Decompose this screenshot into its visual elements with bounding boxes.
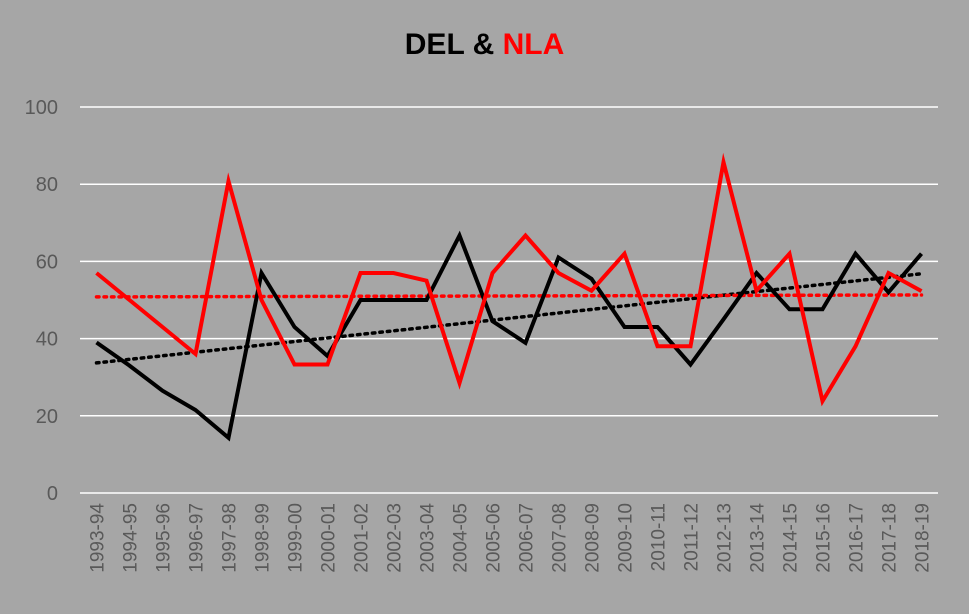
x-tick-label: 2009-10 <box>616 503 637 573</box>
trendlines <box>94 272 924 365</box>
nla-trendline <box>94 293 924 299</box>
y-tick-label: 20 <box>36 406 58 428</box>
x-tick-label: 1995-96 <box>154 503 175 573</box>
x-axis-ticks: 1993-94 1994-95 1995-96 1996-97 1997-98 1998-… <box>88 503 934 573</box>
chart-title-nla: NLA <box>502 28 565 61</box>
y-tick-label: 60 <box>36 251 58 273</box>
x-tick-label: 2004-05 <box>451 503 472 573</box>
x-tick-label: 1996-97 <box>187 503 208 573</box>
x-tick-label: 1993-94 <box>88 503 109 573</box>
x-tick-label: 2005-06 <box>484 503 505 573</box>
y-tick-label: 80 <box>36 174 58 196</box>
x-tick-label: 2013-14 <box>748 503 769 573</box>
x-tick-label: 1998-99 <box>253 503 274 573</box>
x-tick-label: 2001-02 <box>352 503 373 573</box>
del-series-line <box>95 230 924 442</box>
x-tick-label: 2003-04 <box>418 503 439 573</box>
chart-title-connector: & <box>464 28 503 61</box>
x-tick-label: 2015-16 <box>814 503 835 573</box>
x-tick-label: 2006-07 <box>517 503 538 573</box>
x-tick-label: 2007-08 <box>550 503 571 573</box>
x-tick-label: 2014-15 <box>781 503 802 573</box>
y-tick-label: 100 <box>25 97 58 119</box>
x-tick-label: 2012-13 <box>715 503 736 573</box>
x-tick-label: 2011-12 <box>682 503 703 571</box>
x-tick-label: 1994-95 <box>121 503 142 573</box>
x-tick-label: 2008-09 <box>583 503 604 573</box>
y-axis-ticks: 0 20 40 60 80 100 <box>25 97 58 505</box>
x-tick-label: 1997-98 <box>220 503 241 573</box>
del-trendline <box>94 272 924 365</box>
x-tick-label: 2000-01 <box>319 503 340 573</box>
series-lines <box>95 152 924 442</box>
x-tick-label: 1999-00 <box>286 503 307 573</box>
nla-series-line <box>95 152 923 407</box>
x-tick-label: 2018-19 <box>913 503 934 573</box>
x-tick-label: 2016-17 <box>847 503 868 573</box>
chart-title-del: DEL <box>404 28 465 61</box>
x-tick-label: 2002-03 <box>385 503 406 573</box>
gridlines <box>80 106 938 494</box>
x-tick-label: 2010-11 <box>649 503 670 571</box>
chart-title: DEL & NLA <box>0 28 969 62</box>
x-tick-label: 2017-18 <box>880 503 901 573</box>
y-tick-label: 0 <box>47 483 58 505</box>
y-tick-label: 40 <box>36 329 58 351</box>
